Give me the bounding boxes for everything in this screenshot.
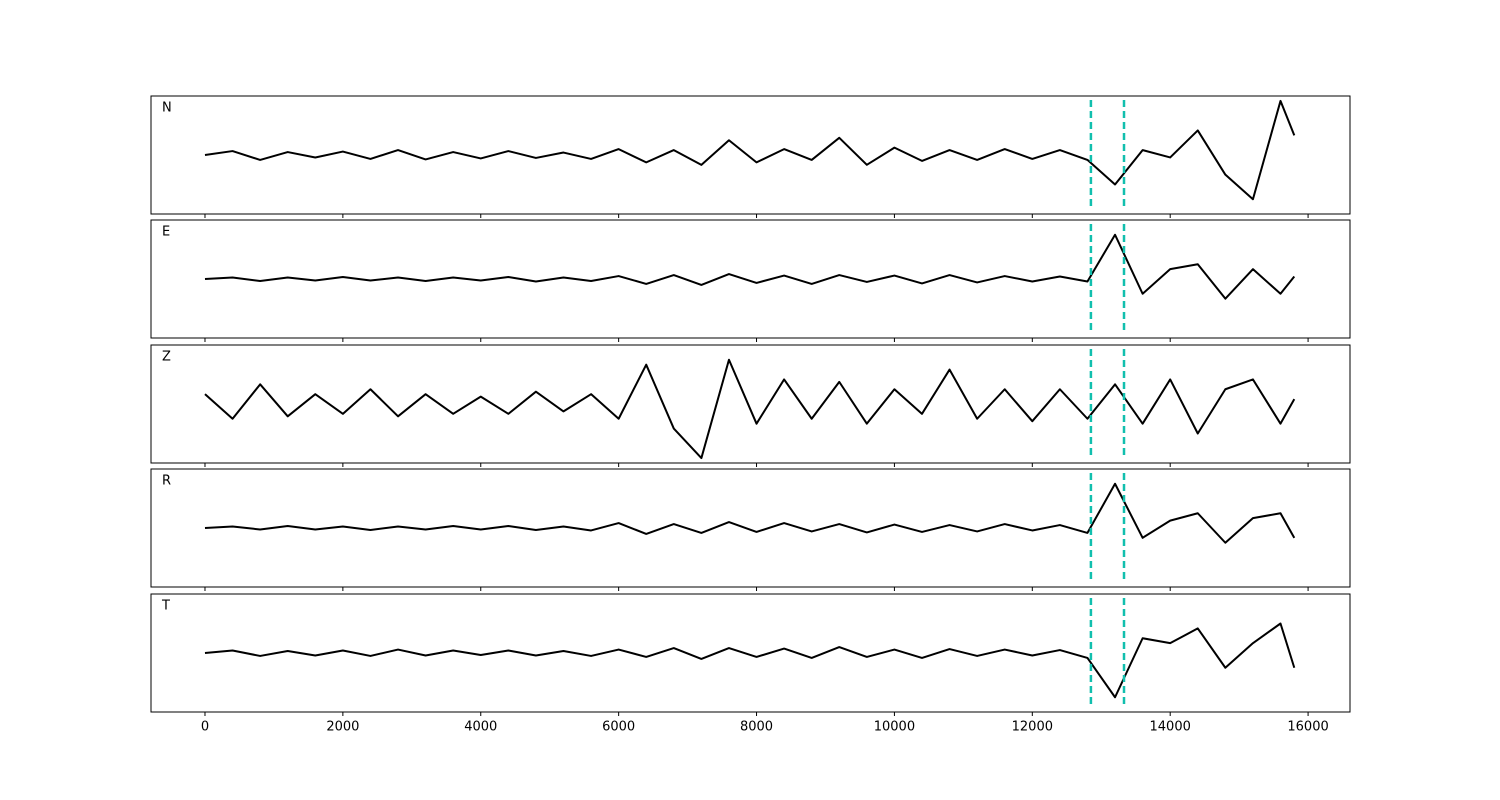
x-tick-label: 10000	[874, 720, 915, 735]
panel-label: E	[162, 225, 170, 240]
waveform	[204, 99, 1296, 201]
x-tick-label: 14000	[1150, 720, 1191, 735]
panel-label: Z	[162, 350, 171, 365]
panel-label: T	[161, 599, 170, 614]
panel-label: R	[162, 474, 171, 489]
panel-frame	[150, 219, 1351, 339]
waveform	[204, 622, 1296, 699]
x-tick-label: 2000	[326, 720, 359, 735]
x-tick-label: 6000	[602, 720, 635, 735]
x-tick-label: 0	[201, 720, 209, 735]
panel-frame	[150, 593, 1351, 713]
waveform	[204, 233, 1296, 300]
waveform	[204, 482, 1296, 544]
x-tick-label: 12000	[1012, 720, 1053, 735]
panel-label: N	[162, 101, 172, 116]
waveform	[204, 358, 1296, 460]
panel-frame	[150, 468, 1351, 588]
x-tick-label: 8000	[740, 720, 773, 735]
x-tick-label: 4000	[464, 720, 497, 735]
x-tick-label: 16000	[1287, 720, 1328, 735]
panel-frame	[150, 95, 1351, 215]
panel-frame	[150, 344, 1351, 464]
